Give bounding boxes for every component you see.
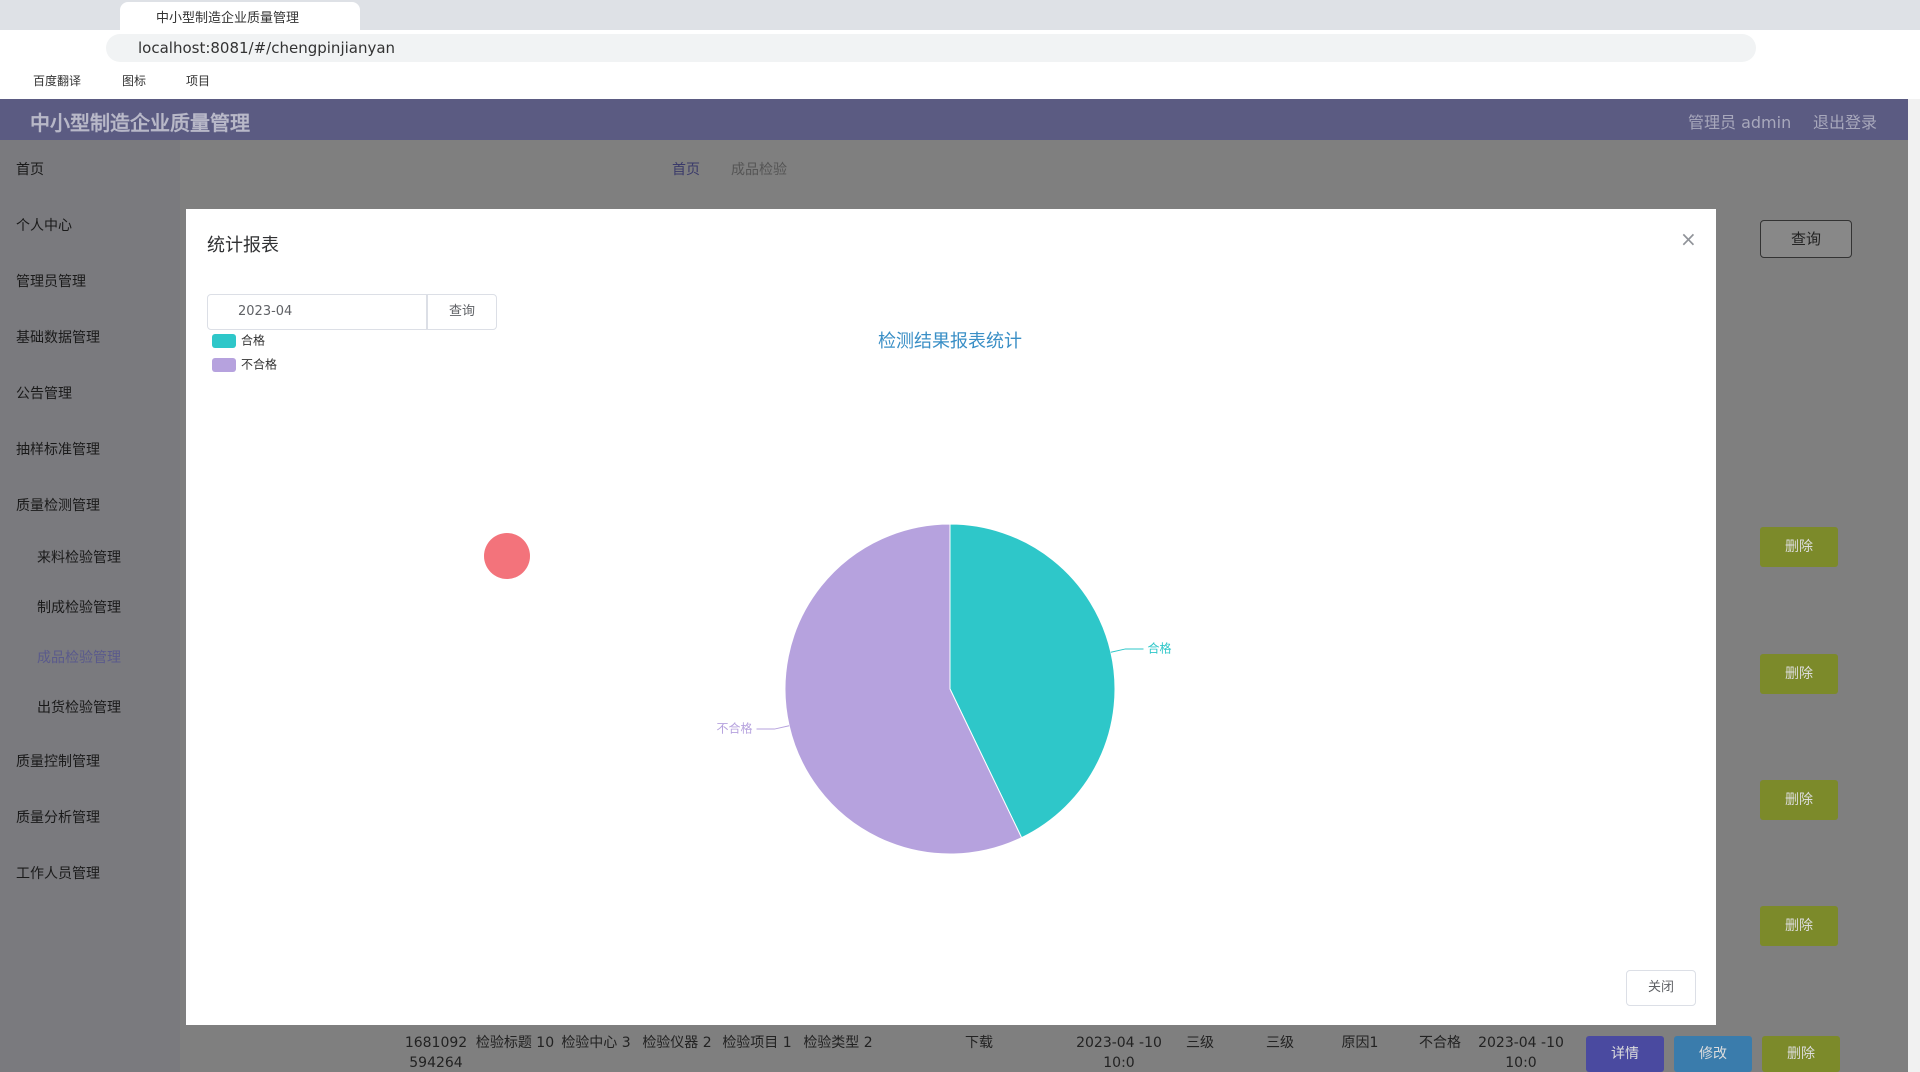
sidebar-item[interactable]: 制成检验管理 bbox=[37, 600, 121, 616]
table-cell: 1681092 594264 bbox=[404, 1035, 468, 1071]
bookmark[interactable]: 图标 bbox=[122, 74, 147, 88]
bookmark-bar bbox=[0, 65, 1920, 100]
table-cell: 三级 bbox=[1266, 1035, 1294, 1051]
user: 管理员 admin bbox=[1688, 113, 1792, 132]
table-cell: 检验仪器 2 bbox=[642, 1035, 712, 1051]
bookmark[interactable]: 项目 bbox=[186, 74, 211, 88]
table-cell: 不合格 bbox=[1419, 1035, 1461, 1051]
sidebar-item[interactable]: 抽样标准管理 bbox=[16, 442, 100, 458]
url[interactable]: localhost:8081/#/chengpinjianyan bbox=[138, 39, 396, 57]
close-button[interactable]: 关闭 bbox=[1626, 970, 1696, 1006]
table-cell: 检验类型 2 bbox=[803, 1035, 873, 1051]
action-button[interactable]: 详情 bbox=[1586, 1036, 1664, 1072]
table-cell: 检验项目 1 bbox=[722, 1035, 792, 1051]
active-tab[interactable] bbox=[120, 2, 360, 30]
cursor bbox=[484, 533, 530, 579]
table-cell: 检验中心 3 bbox=[561, 1035, 631, 1051]
sidebar-item[interactable]: 来料检验管理 bbox=[37, 550, 121, 566]
delete-button[interactable]: 删除 bbox=[1760, 527, 1838, 567]
query-button[interactable]: 查询 bbox=[427, 294, 497, 330]
sidebar-item[interactable]: 质量分析管理 bbox=[16, 810, 100, 826]
date-value: 2023-04 bbox=[238, 304, 293, 319]
sidebar-item[interactable]: 工作人员管理 bbox=[16, 866, 100, 882]
app-title: 中小型制造企业质量管理 bbox=[30, 111, 250, 135]
sidebar-item[interactable]: 公告管理 bbox=[16, 386, 72, 402]
sidebar-item[interactable]: 个人中心 bbox=[16, 218, 72, 234]
modal-title: 统计报表 bbox=[207, 235, 279, 256]
sidebar bbox=[0, 140, 180, 1072]
modal-close-x[interactable]: × bbox=[1680, 227, 1697, 251]
table-cell: 检验标题 10 bbox=[475, 1035, 555, 1051]
modal: 统计报表 × 2023-04 查询 关闭 bbox=[186, 209, 1716, 1025]
table-cell: 三级 bbox=[1186, 1035, 1214, 1051]
tab-title: 中小型制造企业质量管理 bbox=[156, 11, 300, 26]
search-button[interactable]: 查询 bbox=[1760, 220, 1852, 258]
delete-button[interactable]: 删除 bbox=[1760, 780, 1838, 820]
table-cell: 原因1 bbox=[1341, 1035, 1379, 1051]
date-input[interactable]: 2023-04 bbox=[207, 294, 427, 330]
scrollbar bbox=[1908, 99, 1920, 1072]
action-button[interactable]: 删除 bbox=[1762, 1036, 1840, 1072]
url-box[interactable] bbox=[106, 34, 1756, 62]
action-button[interactable]: 修改 bbox=[1674, 1036, 1752, 1072]
app-header bbox=[0, 99, 1908, 140]
sidebar-item[interactable]: 管理员管理 bbox=[16, 274, 86, 290]
table-cell: 下载 bbox=[965, 1035, 993, 1051]
sidebar-item[interactable]: 基础数据管理 bbox=[16, 330, 100, 346]
sidebar-item[interactable]: 首页 bbox=[16, 162, 44, 178]
sidebar-item[interactable]: 质量检测管理 bbox=[16, 498, 100, 514]
breadcrumb: 成品检验 bbox=[731, 162, 787, 178]
delete-button[interactable]: 删除 bbox=[1760, 906, 1838, 946]
table-cell: 2023-04 -10 10:0 bbox=[1478, 1035, 1564, 1071]
delete-button[interactable]: 删除 bbox=[1760, 654, 1838, 694]
sidebar-item[interactable]: 质量控制管理 bbox=[16, 754, 100, 770]
sidebar-item[interactable]: 出货检验管理 bbox=[37, 700, 121, 716]
breadcrumb[interactable]: 首页 bbox=[672, 162, 700, 178]
logout[interactable]: 退出登录 bbox=[1813, 113, 1878, 132]
bookmark[interactable]: 百度翻译 bbox=[33, 74, 82, 88]
table-cell: 2023-04 -10 10:0 bbox=[1076, 1035, 1162, 1071]
sidebar-item[interactable]: 成品检验管理 bbox=[37, 650, 121, 666]
